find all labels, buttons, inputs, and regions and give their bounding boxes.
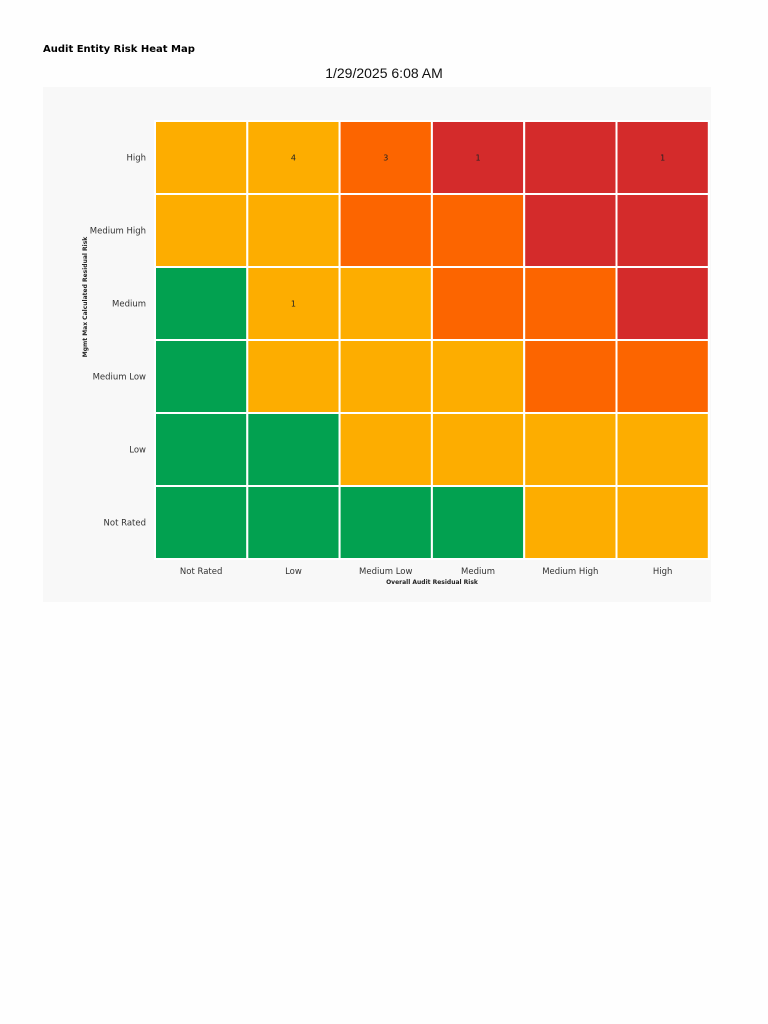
heat-map-cell-medium-low-low[interactable] [246, 339, 341, 414]
cell-count-label: 1 [660, 154, 665, 163]
heat-map-cell-high-medium-high[interactable] [523, 120, 618, 195]
x-tick-label-medium: Medium [461, 567, 495, 577]
y-tick-label-not-rated: Not Rated [104, 519, 146, 529]
heat-map-counts: 4 3 1 1 1 [291, 154, 665, 309]
y-axis-title: Mgmt Max Calculated Residual Risk [82, 236, 89, 358]
heat-map-cell-high-high[interactable] [615, 120, 710, 195]
heat-map-cell-low-medium-high[interactable] [523, 412, 618, 487]
report-title: Audit Entity Risk Heat Map [43, 44, 195, 55]
heat-map-cell-medium-high-medium[interactable] [430, 193, 526, 268]
heat-map-cell-low-not-rated[interactable] [154, 412, 249, 487]
y-tick-label-high: High [126, 154, 146, 164]
cell-count-label: 4 [291, 154, 296, 163]
heat-map-cell-medium-low-medium-low[interactable] [338, 339, 433, 414]
heat-map-cell-medium-medium-low[interactable] [338, 266, 433, 341]
heat-map-cell-medium-low-medium[interactable] [430, 339, 526, 414]
heat-map-cell-medium-high-not-rated[interactable] [154, 193, 249, 268]
heat-map-cell-medium-low-not-rated[interactable] [154, 339, 249, 414]
heat-map-cell-medium-high-low[interactable] [246, 193, 341, 268]
x-axis-title: Overall Audit Residual Risk [386, 579, 479, 586]
heat-map-cell-medium-medium-high[interactable] [523, 266, 618, 341]
cell-count-label: 1 [476, 154, 481, 163]
y-tick-label-medium-high: Medium High [90, 227, 146, 237]
heat-map-cell-not-rated-medium-low[interactable] [338, 485, 433, 560]
heat-map-cell-low-medium-low[interactable] [338, 412, 433, 487]
heat-map-cell-medium-high[interactable] [615, 266, 710, 341]
y-tick-label-medium: Medium [112, 300, 146, 310]
heat-map-cells [154, 120, 710, 560]
y-tick-label-low: Low [129, 446, 146, 456]
x-tick-label-medium-high: Medium High [542, 567, 598, 577]
x-tick-label-high: High [653, 567, 673, 577]
heat-map-cell-not-rated-low[interactable] [246, 485, 341, 560]
y-axis-tick-labels: High Medium High Medium Medium Low Low Not Ra… [90, 154, 146, 529]
heat-map-cell-not-rated-high[interactable] [615, 485, 710, 560]
x-axis-tick-labels: Not Rated Low Medium Low Medium Medium High H… [180, 567, 673, 577]
heat-map-cell-medium-low-medium-high[interactable] [523, 339, 618, 414]
heat-map-cell-not-rated-medium-high[interactable] [523, 485, 618, 560]
heat-map-cell-high-low[interactable] [246, 120, 341, 195]
heat-map-cell-high-not-rated[interactable] [154, 120, 249, 195]
heat-map-cell-medium-high-medium-low[interactable] [338, 193, 433, 268]
heat-map-panel: 4 3 1 1 1 High Medium High Medium Medium Low Low… [43, 87, 711, 602]
heat-map-cell-not-rated-not-rated[interactable] [154, 485, 249, 560]
heat-map-chart: 4 3 1 1 1 High Medium High Medium Medium Low Low… [82, 120, 710, 586]
y-tick-label-medium-low: Medium Low [93, 373, 146, 383]
x-tick-label-not-rated: Not Rated [180, 567, 222, 577]
x-tick-label-low: Low [285, 567, 302, 577]
heat-map-cell-high-medium-low[interactable] [338, 120, 433, 195]
heat-map-cell-low-medium[interactable] [430, 412, 526, 487]
heat-map-cell-medium-medium[interactable] [430, 266, 526, 341]
heat-map-cell-not-rated-medium[interactable] [430, 485, 526, 560]
cell-count-label: 3 [383, 154, 388, 163]
heat-map-cell-medium-high-high[interactable] [615, 193, 710, 268]
report-timestamp: 1/29/2025 6:08 AM [325, 65, 443, 81]
heat-map-cell-low-low[interactable] [246, 412, 341, 487]
x-tick-label-medium-low: Medium Low [359, 567, 412, 577]
heat-map-cell-medium-low-high[interactable] [615, 339, 710, 414]
heat-map-cell-medium-not-rated[interactable] [154, 266, 249, 341]
cell-count-label: 1 [291, 300, 296, 309]
heat-map-cell-medium-high-medium-high[interactable] [523, 193, 618, 268]
heat-map-cell-low-high[interactable] [615, 412, 710, 487]
